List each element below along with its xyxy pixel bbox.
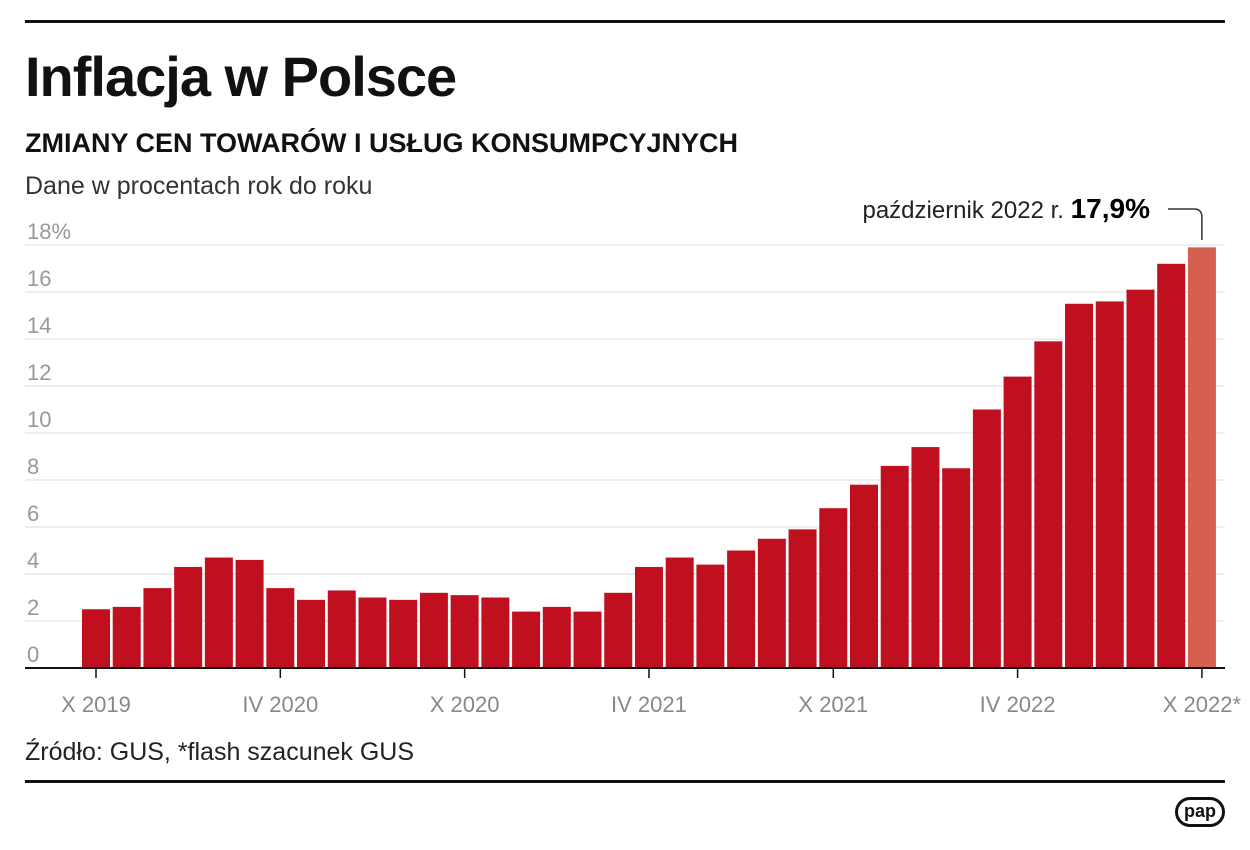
bar: [911, 447, 940, 668]
bar-chart: 0 2 4 6 8 10 12 14 16 18% X 2019 IV 2020 X 2020 IV 20…: [25, 193, 1242, 717]
bar: [512, 611, 541, 668]
bar: [819, 508, 848, 668]
bar: [850, 484, 878, 668]
bar: [112, 606, 141, 668]
chart-subtitle: ZMIANY CEN TOWARÓW I USŁUG KONSUMPCYJNYC…: [25, 128, 739, 158]
bar: [174, 566, 203, 668]
bar: [82, 609, 110, 668]
bar: [972, 409, 1001, 668]
bar: [1157, 263, 1186, 668]
y-tick-label: 0: [27, 642, 39, 667]
x-tick-label: IV 2021: [611, 692, 687, 717]
bar: [634, 566, 663, 668]
bar: [665, 557, 694, 668]
chart-title: Inflacja w Polsce: [25, 45, 457, 108]
units-note: Dane w procentach rok do roku: [25, 172, 373, 200]
bar: [1034, 341, 1063, 668]
bar: [942, 468, 971, 668]
bar: [389, 599, 418, 668]
bottom-rule: [25, 780, 1225, 783]
annotation-leader: [1168, 208, 1203, 240]
y-tick-label: 12: [27, 360, 51, 385]
bar: [880, 465, 909, 668]
bar: [1126, 289, 1155, 668]
bar: [573, 611, 602, 668]
bar: [1187, 247, 1216, 668]
bar: [266, 588, 295, 668]
bar: [327, 590, 356, 668]
bar: [1065, 303, 1094, 668]
y-tick-label: 2: [27, 595, 39, 620]
x-tick-label: X 2021: [798, 692, 868, 717]
pap-logo: pap: [1175, 797, 1225, 827]
bar: [450, 595, 479, 668]
x-tick-label: IV 2020: [242, 692, 318, 717]
y-tick-label: 8: [27, 454, 39, 479]
x-tick-label: X 2020: [430, 692, 500, 717]
bar: [204, 557, 233, 668]
bar: [481, 597, 510, 668]
bar: [727, 550, 756, 668]
y-tick-label: 16: [27, 266, 51, 291]
y-tick-label: 4: [27, 548, 39, 573]
y-tick-label: 18%: [27, 219, 71, 244]
x-tick-label: X 2019: [61, 692, 131, 717]
bar: [757, 538, 786, 668]
bar: [604, 592, 633, 668]
bar: [696, 564, 725, 668]
bar: [297, 599, 326, 668]
annotation-label: październik 2022 r. 17,9%: [862, 193, 1150, 224]
x-tick-label: IV 2022: [980, 692, 1056, 717]
annotation-date: październik 2022 r.: [862, 197, 1070, 224]
bar: [1095, 301, 1124, 668]
bar: [788, 529, 817, 668]
bar: [143, 588, 172, 668]
annotation-value: 17,9%: [1071, 193, 1150, 224]
top-rule: [25, 20, 1225, 23]
y-tick-label: 6: [27, 501, 39, 526]
x-tick-label: X 2022*: [1163, 692, 1242, 717]
bar: [542, 606, 571, 668]
bar: [235, 559, 264, 668]
bar: [1003, 376, 1032, 668]
y-tick-label: 14: [27, 313, 51, 338]
y-tick-label: 10: [27, 407, 51, 432]
bar: [419, 592, 448, 668]
source-note: Źródło: GUS, *flash szacunek GUS: [25, 738, 415, 766]
bar: [358, 597, 387, 668]
